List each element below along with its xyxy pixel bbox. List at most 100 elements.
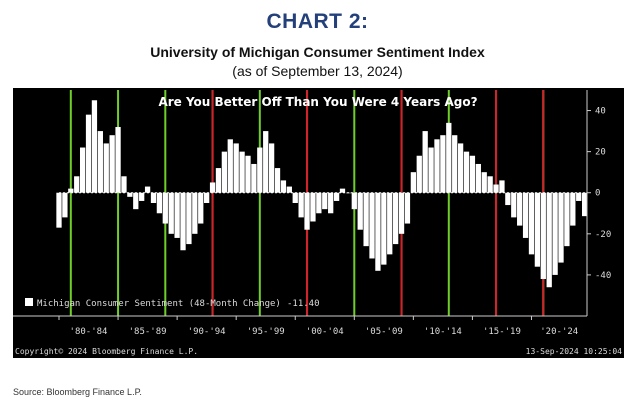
data-bar: [522, 192, 529, 238]
data-bar: [121, 176, 127, 193]
page-title: University of Michigan Consumer Sentimen…: [150, 44, 485, 60]
x-tick-label: '20-'24: [540, 327, 578, 337]
bar-series: [56, 100, 588, 288]
data-bar: [245, 155, 251, 193]
data-bar: [517, 192, 523, 226]
x-tick-label: '05-'09: [365, 327, 403, 337]
data-bar: [292, 192, 298, 203]
data-bar: [280, 180, 287, 193]
x-tick-label: '15-'19: [483, 327, 521, 337]
data-bar: [440, 135, 446, 193]
data-bar: [268, 143, 275, 193]
data-bar: [375, 192, 381, 271]
data-bar: [215, 168, 222, 193]
data-bar: [156, 192, 163, 214]
data-bar: [286, 186, 292, 193]
data-bar: [487, 176, 493, 193]
data-bar: [103, 143, 109, 193]
legend-swatch: [25, 298, 33, 306]
y-tick-label: -20: [595, 230, 611, 240]
data-bar: [499, 180, 505, 193]
data-bar: [576, 192, 582, 201]
data-bar: [162, 192, 168, 224]
data-bar: [109, 135, 115, 193]
data-bar: [186, 192, 192, 245]
data-bar: [74, 176, 80, 193]
data-bar: [192, 192, 198, 234]
data-bar: [204, 192, 210, 203]
data-bar: [581, 192, 588, 217]
data-bar: [351, 192, 357, 210]
data-bar: [233, 143, 239, 193]
data-bar: [209, 182, 216, 193]
data-bar: [404, 192, 411, 224]
data-bar: [333, 192, 340, 201]
x-tick-label: '10-'14: [424, 327, 462, 337]
sentiment-chart: 40 20 0 -20 -40 '80-'84 '85-'89 '90-'94 '95-'99…: [13, 88, 624, 358]
data-bar: [369, 192, 375, 259]
data-bar: [298, 192, 304, 218]
data-bar: [363, 192, 369, 247]
data-bar: [304, 192, 310, 230]
data-bar: [357, 192, 363, 230]
data-bar: [463, 151, 470, 193]
data-bar: [221, 151, 228, 193]
data-bar: [115, 126, 121, 193]
data-bar: [481, 172, 487, 193]
y-tick-label: 0: [595, 189, 600, 199]
data-bar: [410, 172, 417, 193]
y-tick-label: 40: [595, 107, 606, 117]
data-bar: [422, 131, 428, 193]
data-bar: [493, 184, 499, 193]
data-bar: [457, 143, 464, 193]
data-bar: [393, 192, 399, 245]
data-bar: [322, 192, 328, 210]
data-bar: [133, 192, 139, 210]
footer-timestamp: 13-Sep-2024 10:25:04: [526, 347, 623, 356]
data-bar: [528, 192, 535, 255]
data-bar: [257, 147, 263, 193]
data-bar: [85, 114, 92, 193]
data-bar: [310, 192, 316, 222]
data-bar: [174, 192, 180, 238]
data-bar: [570, 192, 576, 226]
source-note: Source: Bloomberg Finance L.P.: [13, 387, 142, 397]
x-tick-label: '95-'99: [247, 327, 285, 337]
data-bar: [398, 192, 405, 234]
data-bar: [144, 186, 151, 193]
page-subtitle: (as of September 13, 2024): [232, 63, 403, 79]
x-tick-label: '90-'94: [188, 327, 226, 337]
y-tick-label: -40: [595, 271, 611, 281]
data-bar: [475, 163, 481, 193]
data-bar: [452, 135, 458, 193]
data-bar: [91, 100, 98, 193]
y-tick-label: 20: [595, 148, 606, 158]
data-bar: [552, 192, 558, 275]
data-bar: [62, 192, 68, 218]
y-axis-ticks: 40 20 0 -20 -40: [587, 107, 611, 281]
data-bar: [251, 163, 257, 193]
data-bar: [79, 147, 86, 193]
legend: Michigan Consumer Sentiment (48-Month Ch…: [25, 298, 320, 309]
data-bar: [428, 147, 434, 193]
data-bar: [168, 192, 174, 234]
data-bar: [139, 192, 145, 201]
data-bar: [546, 192, 552, 288]
data-bar: [469, 155, 476, 193]
data-bar: [534, 192, 541, 267]
data-bar: [446, 122, 452, 193]
legend-label: Michigan Consumer Sentiment (48-Month Ch…: [37, 299, 281, 309]
data-bar: [316, 192, 322, 214]
data-bar: [540, 192, 546, 280]
data-bar: [511, 192, 517, 218]
data-bar: [97, 131, 103, 193]
data-bar: [150, 192, 157, 203]
data-bar: [416, 155, 422, 193]
chart-number: CHART 2:: [266, 10, 369, 33]
data-bar: [387, 192, 393, 255]
data-bar: [198, 192, 204, 224]
data-bar: [127, 192, 133, 197]
legend-last-value: -11.40: [287, 299, 320, 309]
data-bar: [56, 192, 62, 228]
data-bar: [558, 192, 564, 263]
